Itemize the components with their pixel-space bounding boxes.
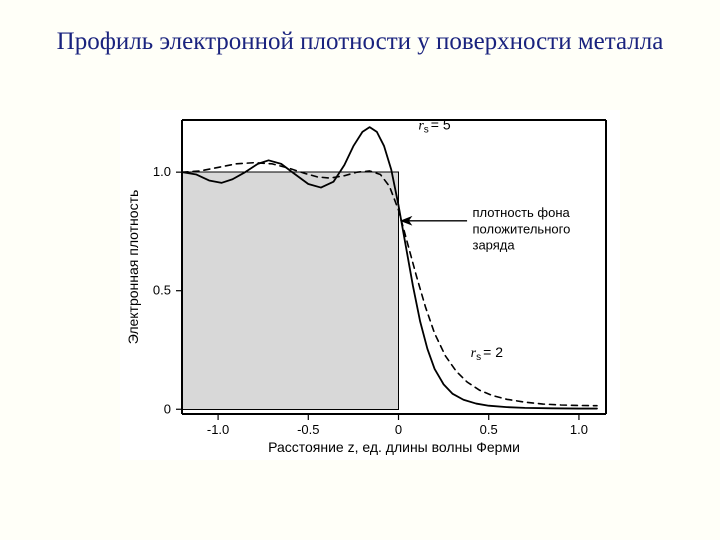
density-profile-chart: -1.0 -0.5 0 0.5 1.0 0 0.5 1.0 Расстояние z, ед. …	[120, 110, 620, 460]
page: Профиль электронной плотности у поверхно…	[0, 0, 720, 540]
x-tick-label: -0.5	[297, 422, 319, 437]
x-tick-label: -1.0	[207, 422, 229, 437]
page-title: Профиль электронной плотности у поверхно…	[0, 28, 720, 56]
x-axis-label: Расстояние z, ед. длины волны Ферми	[268, 439, 520, 455]
background-density-region	[182, 172, 399, 409]
y-tick-label: 1.0	[153, 164, 171, 179]
background-density-label: положительного	[472, 221, 570, 236]
y-tick-label: 0.5	[153, 283, 171, 298]
background-density-label: заряда	[472, 238, 515, 253]
chart-container: -1.0 -0.5 0 0.5 1.0 0 0.5 1.0 Расстояние z, ед. …	[120, 110, 620, 460]
x-tick-label: 0	[395, 422, 402, 437]
x-tick-label: 1.0	[570, 422, 588, 437]
x-tick-label: 0.5	[480, 422, 498, 437]
y-tick-label: 0	[164, 401, 171, 416]
y-axis-label: Электронная плотность	[125, 190, 141, 345]
background-density-label: плотность фона	[472, 205, 570, 220]
